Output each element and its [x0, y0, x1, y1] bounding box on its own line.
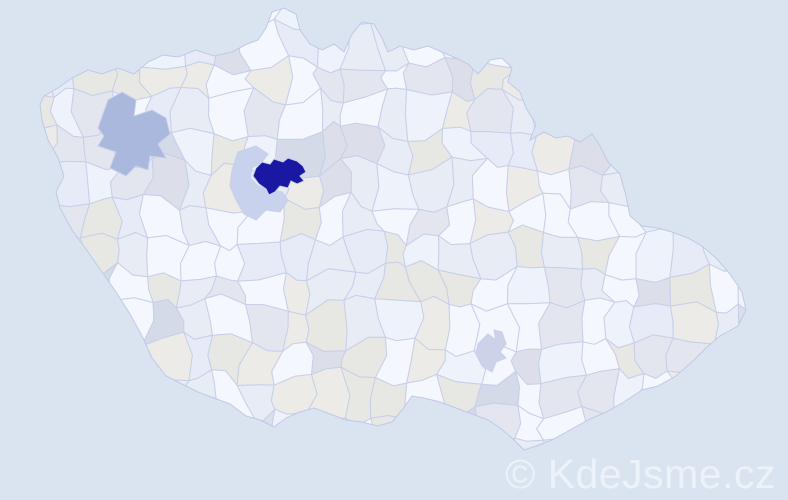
- district-region[interactable]: [506, 265, 551, 305]
- district-region[interactable]: [543, 266, 586, 309]
- district-medium-density[interactable]: [229, 145, 289, 221]
- district-highest-density[interactable]: [252, 157, 307, 196]
- district-high-density[interactable]: [97, 91, 171, 177]
- district-region[interactable]: [541, 231, 584, 270]
- district-region[interactable]: [632, 276, 672, 308]
- district-low-medium-density[interactable]: [475, 329, 507, 373]
- country-outline: [39, 7, 747, 451]
